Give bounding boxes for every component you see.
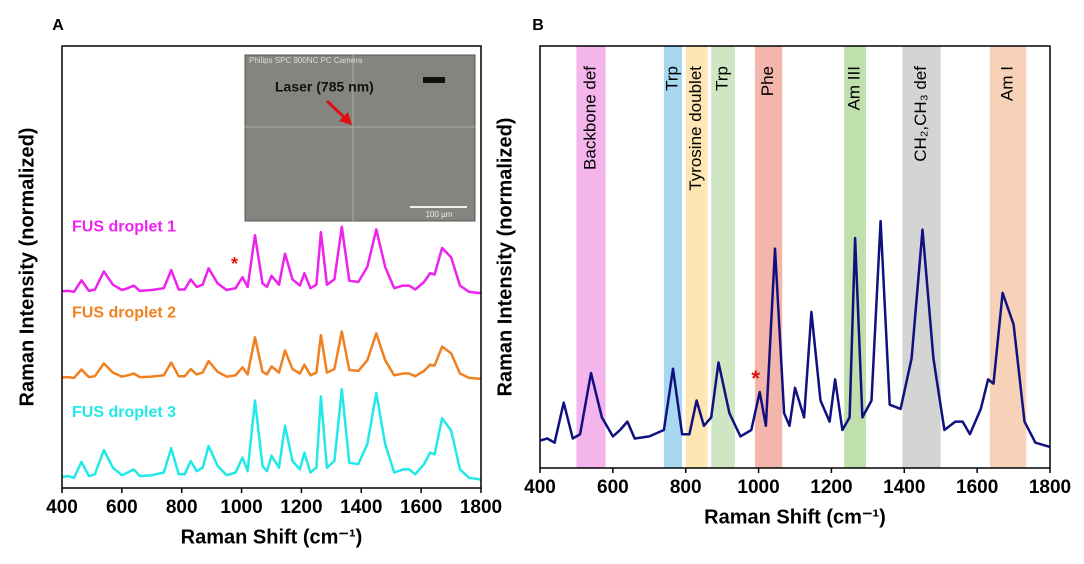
x-axis-title: Raman Shift (cm⁻¹)	[181, 526, 363, 548]
spectrum-line	[539, 219, 1051, 449]
x-tick-label: 1000	[737, 477, 779, 498]
x-tick-label: 1400	[340, 497, 382, 518]
y-axis-title: Raman Intensity (normalized)	[494, 118, 516, 397]
panel-label: B	[532, 17, 544, 34]
band	[902, 46, 941, 468]
band	[754, 46, 783, 468]
band-label: CH₂,CH₃ def	[911, 66, 930, 162]
series-label: FUS droplet 1	[72, 219, 176, 236]
peak-marker: *	[751, 366, 760, 391]
band-label: Tyrosine doublet	[686, 66, 705, 191]
inset-scale: 100 µm	[426, 210, 453, 219]
plot-frame	[539, 45, 1051, 469]
band	[989, 46, 1027, 468]
plot-frame	[61, 45, 482, 489]
spectrum-line	[61, 388, 482, 481]
x-tick-label: 400	[524, 477, 556, 498]
band-label: Trp	[713, 66, 732, 91]
x-tick-label: 400	[46, 497, 78, 518]
band-label: Am III	[845, 66, 864, 110]
x-tick-label: 800	[670, 477, 702, 498]
x-axis-title: Raman Shift (cm⁻¹)	[704, 506, 886, 528]
x-tick-label: 600	[106, 497, 138, 518]
series-label: FUS droplet 2	[72, 305, 176, 322]
inset-smudge	[423, 77, 445, 83]
x-tick-label: 800	[166, 497, 198, 518]
y-axis-title: Raman Intensity (normalized)	[16, 128, 38, 407]
x-tick-label: 1000	[220, 497, 262, 518]
x-tick-label: 1600	[400, 497, 442, 518]
band	[663, 46, 683, 468]
band	[711, 46, 735, 468]
x-tick-label: 600	[597, 477, 629, 498]
series-label: FUS droplet 3	[72, 404, 176, 421]
band-label: Backbone def	[580, 66, 599, 170]
band-label: Trp	[662, 66, 681, 91]
x-tick-label: 1600	[956, 477, 998, 498]
band-label: Phe	[758, 66, 777, 96]
spectrum-line	[61, 330, 482, 381]
x-tick-label: 1200	[280, 497, 322, 518]
x-tick-label: 1800	[460, 497, 502, 518]
x-tick-label: 1800	[1029, 477, 1071, 498]
inset-label: Laser (785 nm)	[275, 79, 374, 95]
band	[576, 46, 606, 468]
peak-marker: *	[231, 254, 238, 274]
inset-camera: Philips SPC 900NC PC Camera	[249, 56, 363, 65]
spectrum-line	[61, 225, 482, 295]
x-tick-label: 1200	[810, 477, 852, 498]
inset-arrowhead	[339, 112, 352, 125]
panel-label: A	[52, 17, 64, 34]
band	[685, 46, 708, 468]
x-tick-label: 1400	[883, 477, 925, 498]
band-label: Am I	[998, 66, 1017, 101]
